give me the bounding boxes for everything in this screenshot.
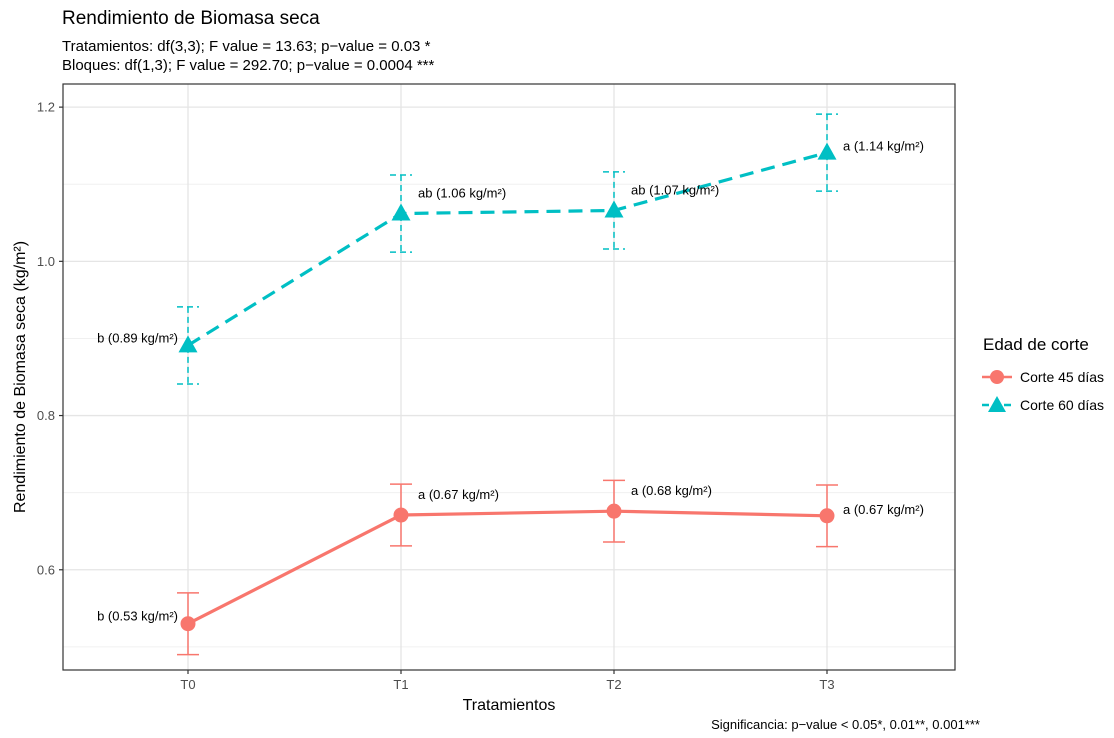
legend-key-triangle-icon <box>982 396 1012 412</box>
x-tick-label: T1 <box>393 677 408 692</box>
y-tick-label: 1.0 <box>37 254 55 269</box>
data-point <box>180 616 196 632</box>
y-tick-label: 0.8 <box>37 408 55 423</box>
data-label: a (0.67 kg/m²) <box>843 502 924 517</box>
x-axis-title: Tratamientos <box>463 697 556 714</box>
x-tick-label: T0 <box>180 677 195 692</box>
series-line <box>187 509 828 626</box>
data-point <box>178 335 198 353</box>
legend-title: Edad de corte <box>983 335 1089 354</box>
data-label: ab (1.07 kg/m²) <box>631 182 719 197</box>
legend-key-circle-icon <box>982 370 1012 384</box>
data-point <box>391 203 411 221</box>
y-axis-title: Rendimiento de Biomasa seca (kg/m²) <box>12 241 29 513</box>
data-label: b (0.53 kg/m²) <box>97 609 178 624</box>
y-tick-label: 0.6 <box>37 562 55 577</box>
data-point <box>606 503 622 519</box>
series-line <box>187 151 828 347</box>
data-point <box>604 200 624 218</box>
legend-label-corte-45: Corte 45 días <box>1020 369 1105 385</box>
data-point <box>819 508 835 524</box>
plot-border <box>62 83 956 671</box>
legend-item-corte-45: Corte 45 días <box>980 366 1104 388</box>
subtitle-treatments: Tratamientos: df(3,3); F value = 13.63; … <box>62 38 431 55</box>
data-label: ab (1.06 kg/m²) <box>418 186 506 201</box>
y-tick-label: 1.2 <box>37 100 55 115</box>
x-tick-label: T2 <box>606 677 621 692</box>
data-label: a (1.14 kg/m²) <box>843 139 924 154</box>
plot-panel <box>63 84 955 670</box>
data-point <box>817 142 837 160</box>
x-tick-label: T3 <box>819 677 834 692</box>
data-point <box>393 507 409 523</box>
data-label: a (0.68 kg/m²) <box>631 483 712 498</box>
chart-title: Rendimiento de Biomasa seca <box>62 8 320 29</box>
subtitle-blocks: Bloques: df(1,3); F value = 292.70; p−va… <box>62 57 435 74</box>
legend-label-corte-60: Corte 60 días <box>1020 397 1105 413</box>
data-label: b (0.89 kg/m²) <box>97 330 178 345</box>
chart-caption: Significancia: p−value < 0.05*, 0.01**, … <box>711 717 980 732</box>
data-label: a (0.67 kg/m²) <box>418 487 499 502</box>
legend-item-corte-60: Corte 60 días <box>980 394 1104 416</box>
